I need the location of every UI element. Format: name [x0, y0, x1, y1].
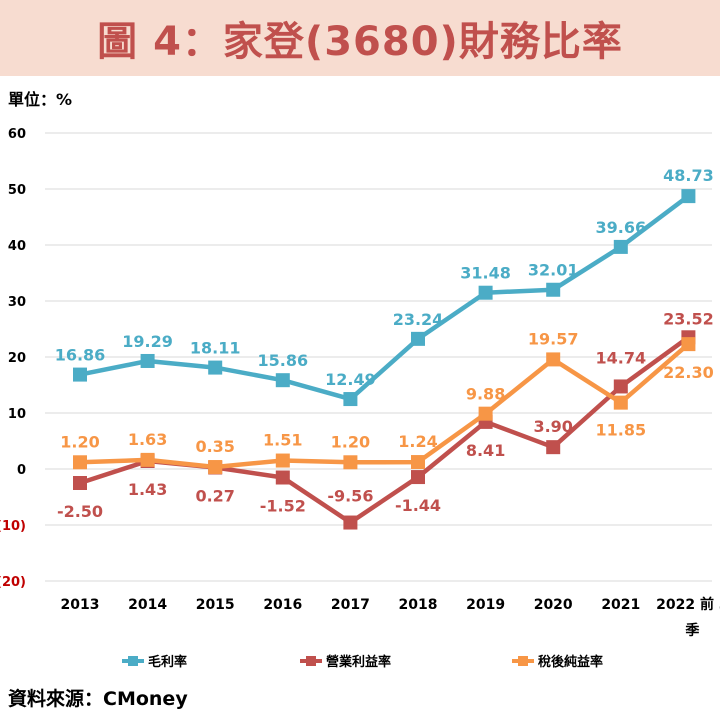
- legend-marker: [128, 656, 138, 666]
- data-label: 23.52: [663, 309, 714, 328]
- x-tick-label: 2017: [331, 597, 370, 613]
- x-tick-label: 2018: [399, 597, 438, 613]
- legend-label: 營業利益率: [326, 654, 391, 670]
- data-label: 0.27: [195, 486, 234, 505]
- data-point-marker: [411, 470, 425, 485]
- y-tick-label: 50: [8, 183, 26, 198]
- data-label: 39.66: [595, 218, 646, 237]
- data-label: 48.73: [663, 166, 714, 185]
- data-point-marker: [208, 360, 223, 375]
- data-label: 12.49: [325, 370, 376, 389]
- data-label: 1.20: [60, 432, 99, 451]
- data-point-marker: [613, 379, 628, 394]
- chart-title: 圖 4：家登(3680)財務比率: [97, 19, 623, 65]
- data-label: -1.44: [395, 496, 441, 515]
- data-point-marker: [546, 282, 561, 297]
- data-point-marker: [546, 352, 561, 367]
- data-label: 1.63: [128, 430, 167, 449]
- y-tick-label: 0: [17, 463, 26, 478]
- x-tick-label: 2016: [263, 597, 302, 613]
- title-bar: 圖 4：家登(3680)財務比率: [0, 0, 720, 76]
- data-point-marker: [411, 455, 425, 470]
- data-label: -2.50: [57, 502, 103, 521]
- data-label: 1.43: [128, 480, 167, 499]
- y-tick-label: 40: [8, 239, 26, 254]
- data-point-marker: [140, 452, 155, 467]
- data-label: 11.85: [595, 421, 646, 440]
- legend-label: 稅後純益率: [538, 654, 603, 670]
- y-tick-label: 10: [8, 407, 26, 422]
- data-label: 22.30: [663, 363, 714, 382]
- legend-label: 毛利率: [148, 654, 187, 670]
- x-tick-label: 2015: [196, 597, 235, 613]
- data-point-marker: [275, 373, 290, 388]
- data-label: 14.74: [595, 348, 646, 367]
- x-tick-label: 2021: [601, 597, 640, 613]
- data-label: -1.52: [260, 497, 306, 516]
- data-label: 19.29: [122, 332, 173, 351]
- y-tick-label: 20: [8, 351, 26, 366]
- data-label: 0.35: [195, 437, 234, 456]
- x-tick-label: 季: [684, 622, 699, 639]
- data-point-marker: [478, 285, 493, 300]
- y-tick-label: (10): [0, 519, 26, 534]
- data-point-marker: [73, 455, 87, 470]
- data-label: 15.86: [257, 351, 308, 370]
- data-point-marker: [343, 455, 358, 470]
- data-label: 9.88: [466, 385, 505, 404]
- data-label: 8.41: [466, 441, 505, 460]
- data-point-marker: [613, 395, 628, 410]
- data-point-marker: [411, 331, 425, 346]
- data-label: 1.51: [263, 431, 302, 450]
- data-label: 31.48: [460, 264, 511, 283]
- legend-marker: [306, 656, 316, 666]
- data-point-marker: [73, 367, 87, 382]
- data-label: 18.11: [190, 339, 241, 358]
- unit-label: 單位：%: [8, 90, 73, 109]
- y-tick-label: 30: [8, 295, 26, 310]
- data-point-marker: [478, 406, 493, 421]
- data-label: 23.24: [393, 310, 444, 329]
- data-label: 1.24: [398, 432, 437, 451]
- x-tick-label: 2022 前 3: [656, 596, 720, 613]
- data-point-marker: [73, 476, 87, 490]
- data-label: 19.57: [528, 329, 579, 348]
- x-tick-label: 2014: [128, 597, 167, 613]
- source-label: 資料來源：CMoney: [8, 688, 188, 710]
- data-point-marker: [681, 337, 696, 352]
- series-line-1: [79, 194, 690, 402]
- legend-marker: [518, 656, 528, 666]
- series-line-3: [79, 342, 690, 470]
- data-point-marker: [546, 440, 561, 455]
- data-label: -9.56: [327, 487, 373, 506]
- data-point-marker: [140, 353, 155, 368]
- data-label: 16.86: [55, 346, 106, 365]
- data-label: 3.90: [533, 417, 572, 436]
- data-label: 32.01: [528, 261, 579, 280]
- y-tick-label: (20): [0, 575, 26, 590]
- x-tick-label: 2013: [61, 597, 100, 613]
- data-point-marker: [681, 189, 696, 204]
- data-point-marker: [275, 470, 290, 485]
- data-point-marker: [275, 453, 290, 468]
- data-point-marker: [613, 239, 628, 254]
- data-point-marker: [343, 392, 358, 407]
- data-point-marker: [208, 460, 223, 475]
- x-tick-label: 2020: [534, 597, 573, 613]
- x-tick-label: 2019: [466, 597, 505, 613]
- data-label: 1.20: [331, 432, 370, 451]
- y-tick-label: 60: [8, 127, 26, 142]
- data-point-marker: [343, 515, 358, 530]
